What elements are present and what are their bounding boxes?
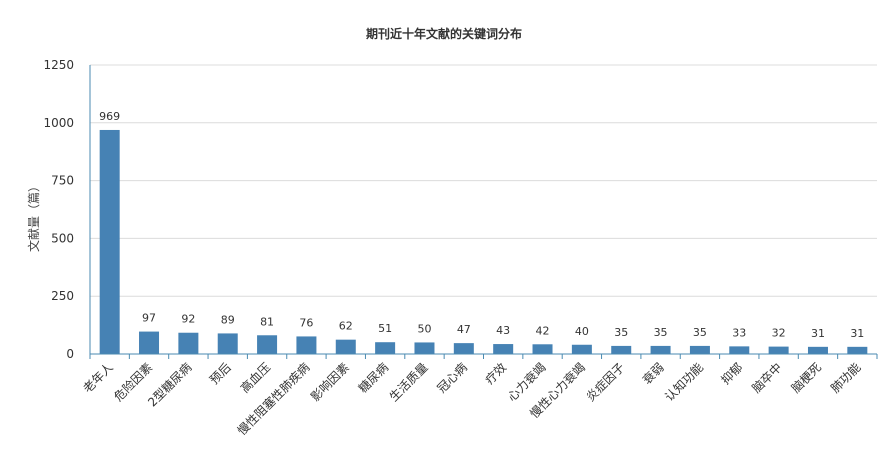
bar[interactable] xyxy=(611,345,632,354)
bar[interactable] xyxy=(335,339,356,354)
bar[interactable] xyxy=(689,345,710,354)
data-label: 32 xyxy=(772,327,786,340)
data-label: 76 xyxy=(299,316,313,329)
y-tick-label: 1000 xyxy=(43,116,74,130)
data-label: 31 xyxy=(850,327,864,340)
bar[interactable] xyxy=(178,332,199,354)
x-tick-label: 脑卒中 xyxy=(749,360,785,396)
bar[interactable] xyxy=(807,346,828,354)
bar[interactable] xyxy=(139,331,160,354)
data-label: 35 xyxy=(654,326,668,339)
x-tick-label: 冠心病 xyxy=(434,360,470,396)
bar[interactable] xyxy=(375,342,396,354)
data-label: 35 xyxy=(693,326,707,339)
y-tick-label: 500 xyxy=(51,231,74,245)
y-tick-label: 750 xyxy=(51,174,74,188)
data-label: 43 xyxy=(496,324,510,337)
bar[interactable] xyxy=(257,335,278,354)
data-label: 50 xyxy=(417,322,431,335)
data-label: 51 xyxy=(378,322,392,335)
bar[interactable] xyxy=(217,333,238,354)
x-tick-label: 高血压 xyxy=(237,360,273,396)
x-tick-label: 老年人 xyxy=(80,360,115,395)
y-tick-label: 0 xyxy=(66,347,74,361)
x-tick-label: 肺功能 xyxy=(828,360,863,395)
data-label: 969 xyxy=(99,110,120,123)
bar[interactable] xyxy=(650,345,671,354)
bar[interactable] xyxy=(296,336,317,354)
data-label: 31 xyxy=(811,327,825,340)
y-tick-label: 1250 xyxy=(43,58,74,72)
x-tick-label: 脑梗死 xyxy=(788,360,824,396)
x-tick-label: 糖尿病 xyxy=(355,360,391,396)
x-tick-label: 预后 xyxy=(207,360,234,387)
x-tick-label: 疗效 xyxy=(482,360,510,388)
bar[interactable] xyxy=(729,346,750,354)
data-label: 92 xyxy=(181,313,195,326)
data-label: 81 xyxy=(260,315,274,328)
y-tick-label: 250 xyxy=(51,289,74,303)
x-tick-label: 抑郁 xyxy=(718,360,746,388)
data-label: 33 xyxy=(732,326,746,339)
x-tick-label: 炎症因子 xyxy=(583,360,628,405)
chart-title: 期刊近十年文献的关键词分布 xyxy=(366,26,522,41)
x-tick-label: 慢性阻塞性肺疾病 xyxy=(234,360,312,438)
bar[interactable] xyxy=(768,346,789,354)
x-tick-label: 生活质量 xyxy=(387,360,431,404)
bar[interactable] xyxy=(99,129,120,354)
y-axis-label: 文献量（篇） xyxy=(26,180,41,252)
x-tick-label: 影响因素 xyxy=(307,360,352,405)
bar[interactable] xyxy=(453,343,474,354)
data-label: 89 xyxy=(221,313,235,326)
bar[interactable] xyxy=(847,346,868,354)
data-label: 35 xyxy=(614,326,628,339)
data-label: 47 xyxy=(457,323,471,336)
bar[interactable] xyxy=(532,344,553,354)
data-label: 62 xyxy=(339,320,353,333)
data-label: 40 xyxy=(575,325,589,338)
bar[interactable] xyxy=(414,342,435,354)
bar[interactable] xyxy=(571,344,592,354)
data-label: 42 xyxy=(536,324,550,337)
bar[interactable] xyxy=(493,344,514,354)
data-label: 97 xyxy=(142,312,156,325)
x-tick-label: 认知功能 xyxy=(662,360,706,404)
x-tick-label: 衰弱 xyxy=(639,360,667,388)
